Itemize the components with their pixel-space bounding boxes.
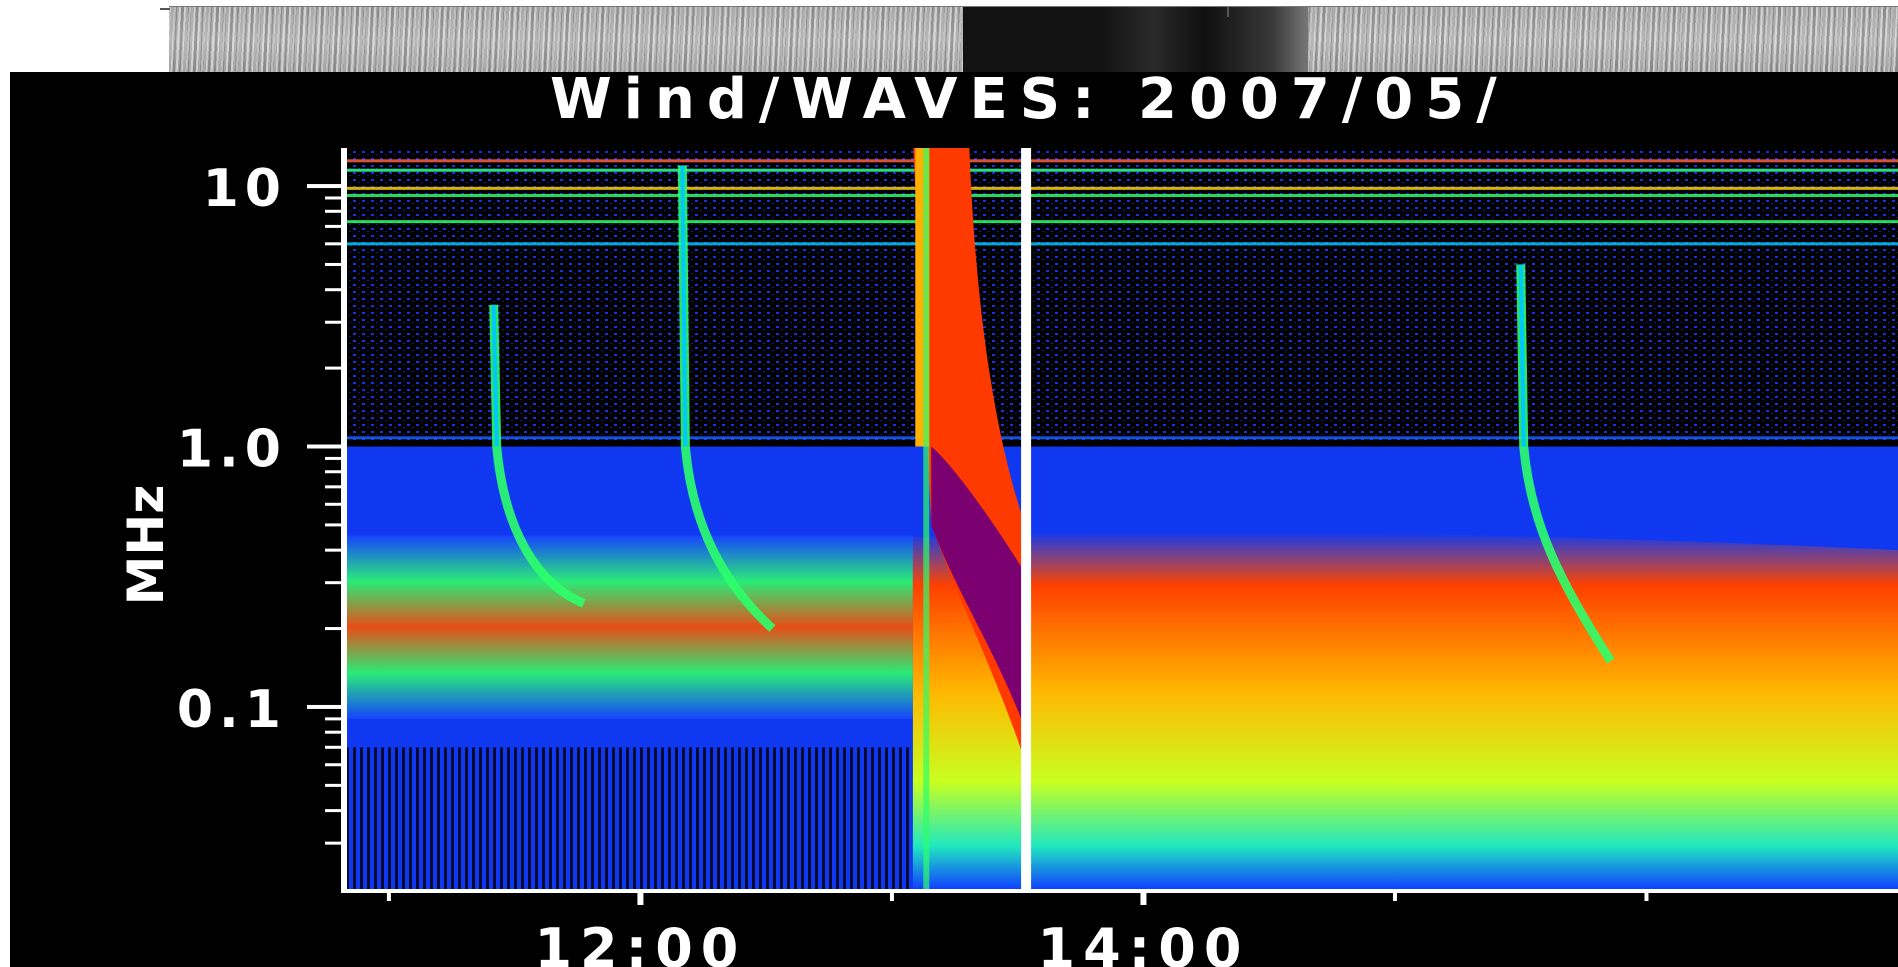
y-axis-label: MHz <box>117 485 175 606</box>
axes: 10 1.0 0.1 12:00 14:00 <box>177 148 1898 967</box>
burst-trace <box>1516 264 1615 664</box>
x-minor-tick <box>1392 893 1397 901</box>
x-tick <box>1140 893 1147 905</box>
interference-line <box>347 436 1898 440</box>
y-minor-tick <box>325 783 341 787</box>
y-minor-tick <box>325 717 341 721</box>
y-minor-tick <box>325 262 341 266</box>
y-minor-tick <box>325 485 341 489</box>
y-minor-tick <box>325 745 341 749</box>
background-emission-band <box>347 535 913 719</box>
burst-trace-highfreq <box>680 165 688 447</box>
interference-line <box>347 242 1898 246</box>
y-tick <box>307 704 341 709</box>
y-tick <box>307 184 341 189</box>
burst-trace <box>489 304 586 608</box>
low-frequency-enhancement <box>912 531 1898 889</box>
x-minor-tick <box>1644 893 1649 901</box>
y-tick <box>307 444 341 449</box>
y-minor-tick <box>325 242 341 246</box>
y-minor-tick <box>325 366 341 370</box>
x-tick-label: 14:00 <box>1038 917 1250 967</box>
x-tick-label: 12:00 <box>534 917 746 967</box>
x-minor-tick <box>386 893 391 901</box>
y-minor-tick <box>325 196 341 200</box>
interference-line <box>347 168 1898 172</box>
spectrogram-chart: Wind/WAVES: 2007/05/ MHz 10 1.0 0.1 12:00 14… <box>117 72 1898 967</box>
y-tick-label: 10 <box>203 159 287 219</box>
plot-area <box>347 148 1898 889</box>
top-strip-dark-region <box>963 7 1308 73</box>
y-minor-tick <box>325 456 341 460</box>
top-strip-edge-mark <box>160 8 170 10</box>
interference-line <box>347 220 1898 224</box>
y-minor-tick <box>325 548 341 552</box>
y-minor-tick <box>325 320 341 324</box>
y-minor-tick <box>325 288 341 292</box>
chart-title: Wind/WAVES: 2007/05/ <box>550 72 1509 132</box>
y-minor-tick <box>325 581 341 585</box>
burst-trace-highfreq <box>1518 264 1526 447</box>
x-axis-line <box>341 889 1898 893</box>
top-strip-tick <box>1227 7 1229 17</box>
burst-onset-line <box>923 148 930 889</box>
burst-trace-highfreq <box>491 304 499 447</box>
interference-line <box>347 186 1898 190</box>
y-minor-tick <box>325 224 341 228</box>
y-axis-line <box>341 148 347 889</box>
y-minor-tick <box>325 841 341 845</box>
burst-trace <box>677 165 776 632</box>
y-minor-tick <box>325 730 341 734</box>
burst-core <box>931 446 1027 733</box>
y-tick-label: 0.1 <box>177 680 287 740</box>
interference-line <box>347 193 1898 197</box>
y-minor-tick <box>325 627 341 631</box>
y-tick-label: 1.0 <box>177 420 287 480</box>
high-band-noise <box>347 148 1898 441</box>
y-minor-tick <box>325 763 341 767</box>
y-minor-tick <box>325 502 341 506</box>
spectrogram-panel: Wind/WAVES: 2007/05/ MHz 10 1.0 0.1 12:00 14… <box>10 72 1898 967</box>
y-minor-tick <box>325 523 341 527</box>
interference-line <box>347 159 1898 163</box>
data-gap-line <box>1021 148 1032 889</box>
y-minor-tick <box>325 470 341 474</box>
top-image-strip <box>169 6 1898 73</box>
x-minor-tick <box>889 893 894 901</box>
x-tick <box>637 893 644 905</box>
y-minor-tick <box>325 209 341 213</box>
y-minor-tick <box>325 809 341 813</box>
